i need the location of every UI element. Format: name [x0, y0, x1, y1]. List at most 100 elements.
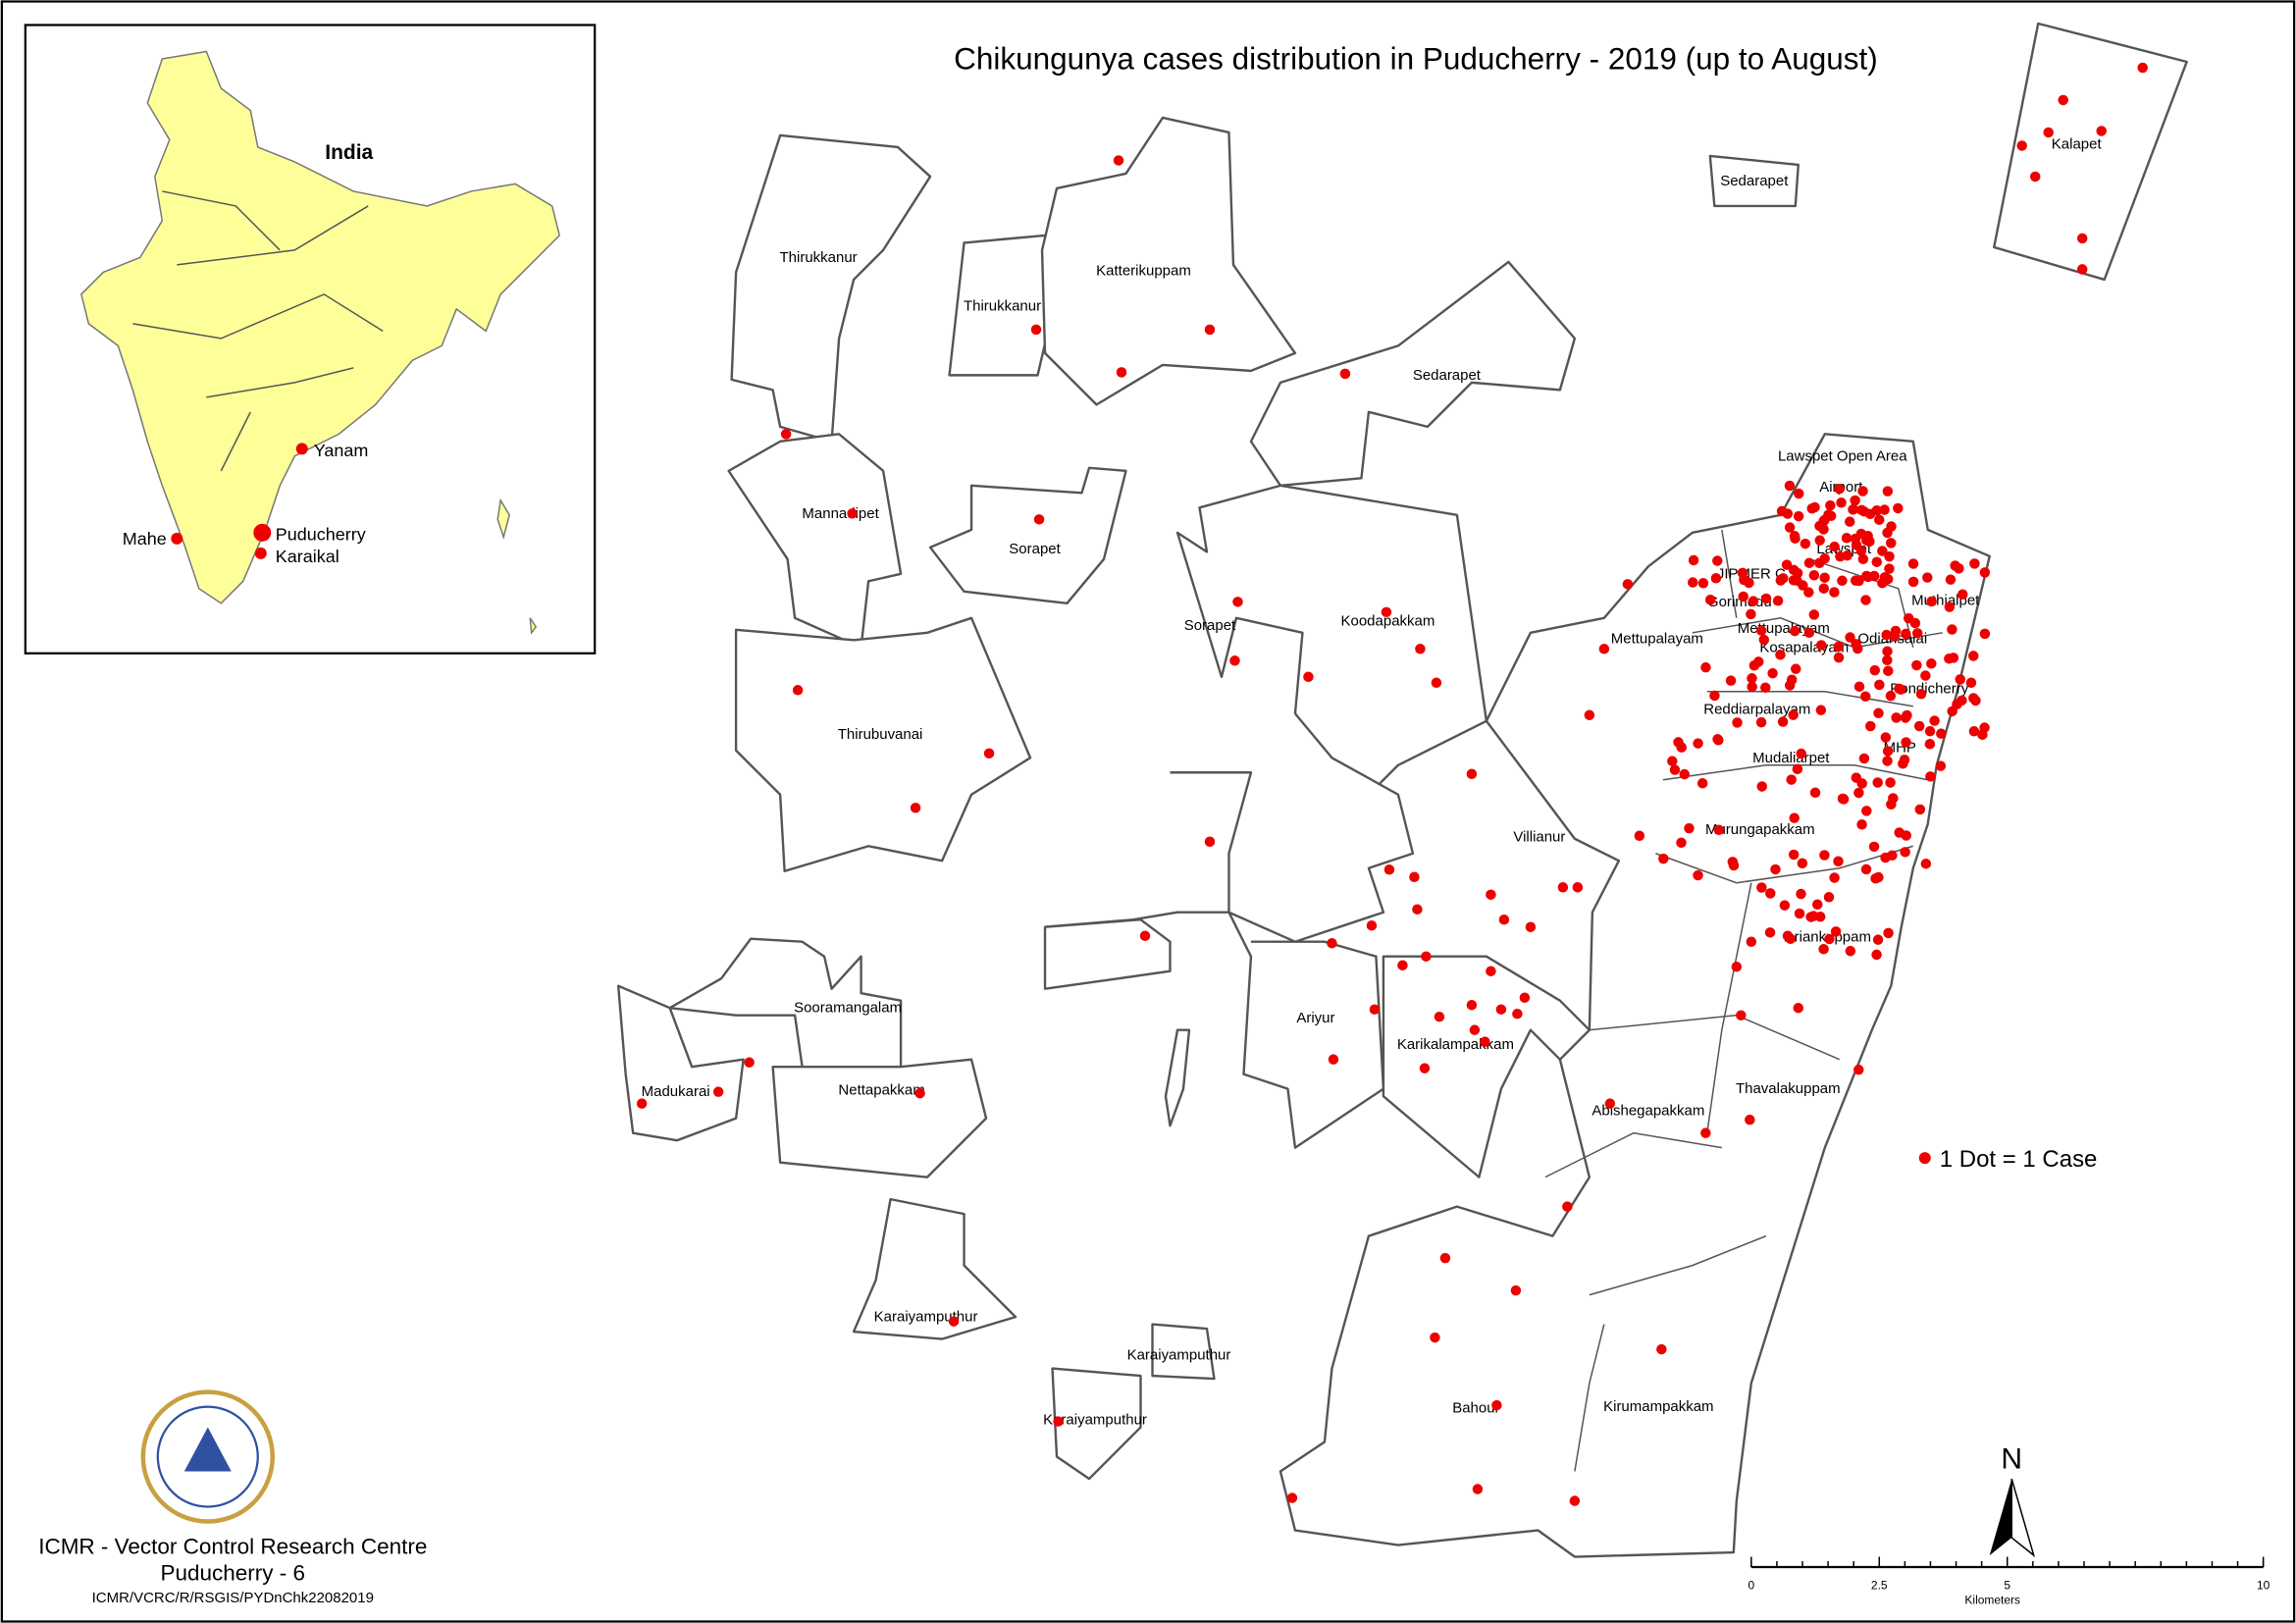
case-dot [1902, 709, 1912, 721]
case-dot [1851, 639, 1861, 650]
case-dot [1303, 671, 1314, 683]
case-dot [1900, 847, 1910, 858]
case-dot [1794, 908, 1805, 919]
case-dot [1842, 550, 1852, 561]
case-dot [1806, 502, 1817, 514]
case-dot [1872, 777, 1883, 788]
case-dot [910, 803, 921, 813]
case-dot [1788, 849, 1800, 861]
case-dot [1784, 480, 1796, 492]
case-dot [1786, 774, 1797, 785]
case-dot [1844, 516, 1855, 527]
case-dot [1789, 530, 1800, 542]
case-dot [1907, 558, 1919, 569]
case-dot [1815, 705, 1827, 715]
place-dot [254, 547, 267, 559]
case-dot [1869, 664, 1881, 676]
case-dot [1785, 933, 1797, 945]
case-dot [1856, 778, 1867, 789]
case-dot [1886, 799, 1897, 811]
case-dot [1836, 497, 1847, 508]
case-dot [1030, 324, 1042, 336]
case-dot [1788, 709, 1799, 720]
case-dot [1772, 595, 1784, 606]
case-dot [1747, 681, 1757, 693]
case-dot [1739, 574, 1749, 586]
case-dot [1920, 858, 1932, 869]
case-dot [1770, 864, 1781, 875]
case-dot [1861, 806, 1872, 816]
case-dot [1658, 853, 1669, 864]
case-dot [1397, 960, 1408, 970]
case-dot [1882, 756, 1893, 766]
case-dot [1789, 812, 1800, 823]
case-dot [1466, 768, 1478, 780]
case-dot [1746, 936, 1757, 947]
case-dot [1498, 914, 1510, 925]
case-dot [1837, 793, 1849, 805]
case-dot [1853, 1064, 1864, 1075]
case-dot [1486, 889, 1496, 900]
case-dot [1885, 690, 1897, 702]
case-dot [1755, 625, 1767, 636]
case-dot [1328, 1054, 1339, 1065]
case-dot [1808, 911, 1819, 921]
region-label: Koodapakkam [1341, 612, 1435, 629]
case-dots [636, 62, 2148, 1506]
case-dot [1955, 674, 1966, 685]
case-dot [1753, 656, 1764, 667]
case-dot [1700, 1127, 1711, 1138]
case-dot [1779, 900, 1791, 911]
case-dot [1859, 691, 1871, 702]
case-dot [1366, 919, 1378, 931]
case-dot [1819, 850, 1830, 861]
region-label: Katterikuppam [1096, 262, 1191, 279]
case-dot [1818, 944, 1829, 955]
case-dot [1383, 864, 1395, 875]
case-dot [792, 685, 804, 696]
case-dot [1676, 742, 1687, 753]
case-dot [1525, 921, 1537, 932]
case-dot [1911, 628, 1923, 639]
case-dot [1369, 1004, 1381, 1015]
case-dot [1884, 550, 1895, 562]
case-dot [1885, 777, 1896, 788]
case-dot [1871, 949, 1882, 961]
case-dot [1758, 634, 1770, 646]
case-dot [1857, 553, 1869, 565]
case-dot [1286, 1492, 1298, 1503]
case-dot [1882, 486, 1894, 497]
region-label: Murungapakkam [1705, 821, 1815, 838]
case-dot [1969, 558, 1980, 569]
case-dot [1929, 715, 1940, 726]
case-dot [1893, 502, 1904, 514]
case-dot [1809, 787, 1821, 799]
case-dot [1728, 860, 1740, 871]
case-dot [1853, 681, 1865, 692]
region-label: Thirubuvanai [838, 726, 923, 743]
region-label: Villianur [1513, 829, 1565, 846]
case-dot [1439, 1252, 1451, 1264]
case-dot [1409, 871, 1420, 882]
case-dot [1696, 777, 1708, 789]
case-dot [1232, 597, 1243, 607]
case-dot [1862, 571, 1874, 583]
case-dot [1412, 904, 1423, 915]
case-dot [1116, 367, 1127, 378]
scale-unit: Kilometers [1964, 1594, 2020, 1607]
case-dot [1700, 661, 1711, 673]
case-dot [1914, 804, 1926, 815]
case-dot [1848, 503, 1859, 515]
case-dot [1796, 888, 1806, 900]
case-dot [2058, 94, 2068, 106]
case-dot [1697, 578, 1709, 589]
case-dot [2076, 264, 2088, 275]
case-dot [1557, 881, 1569, 893]
legend-dot [1918, 1152, 1931, 1165]
case-dot [1033, 514, 1045, 525]
case-dot [983, 748, 995, 759]
region-label: Nettapakkam [838, 1082, 924, 1099]
case-dot [1823, 509, 1834, 520]
case-dot [1965, 677, 1977, 689]
